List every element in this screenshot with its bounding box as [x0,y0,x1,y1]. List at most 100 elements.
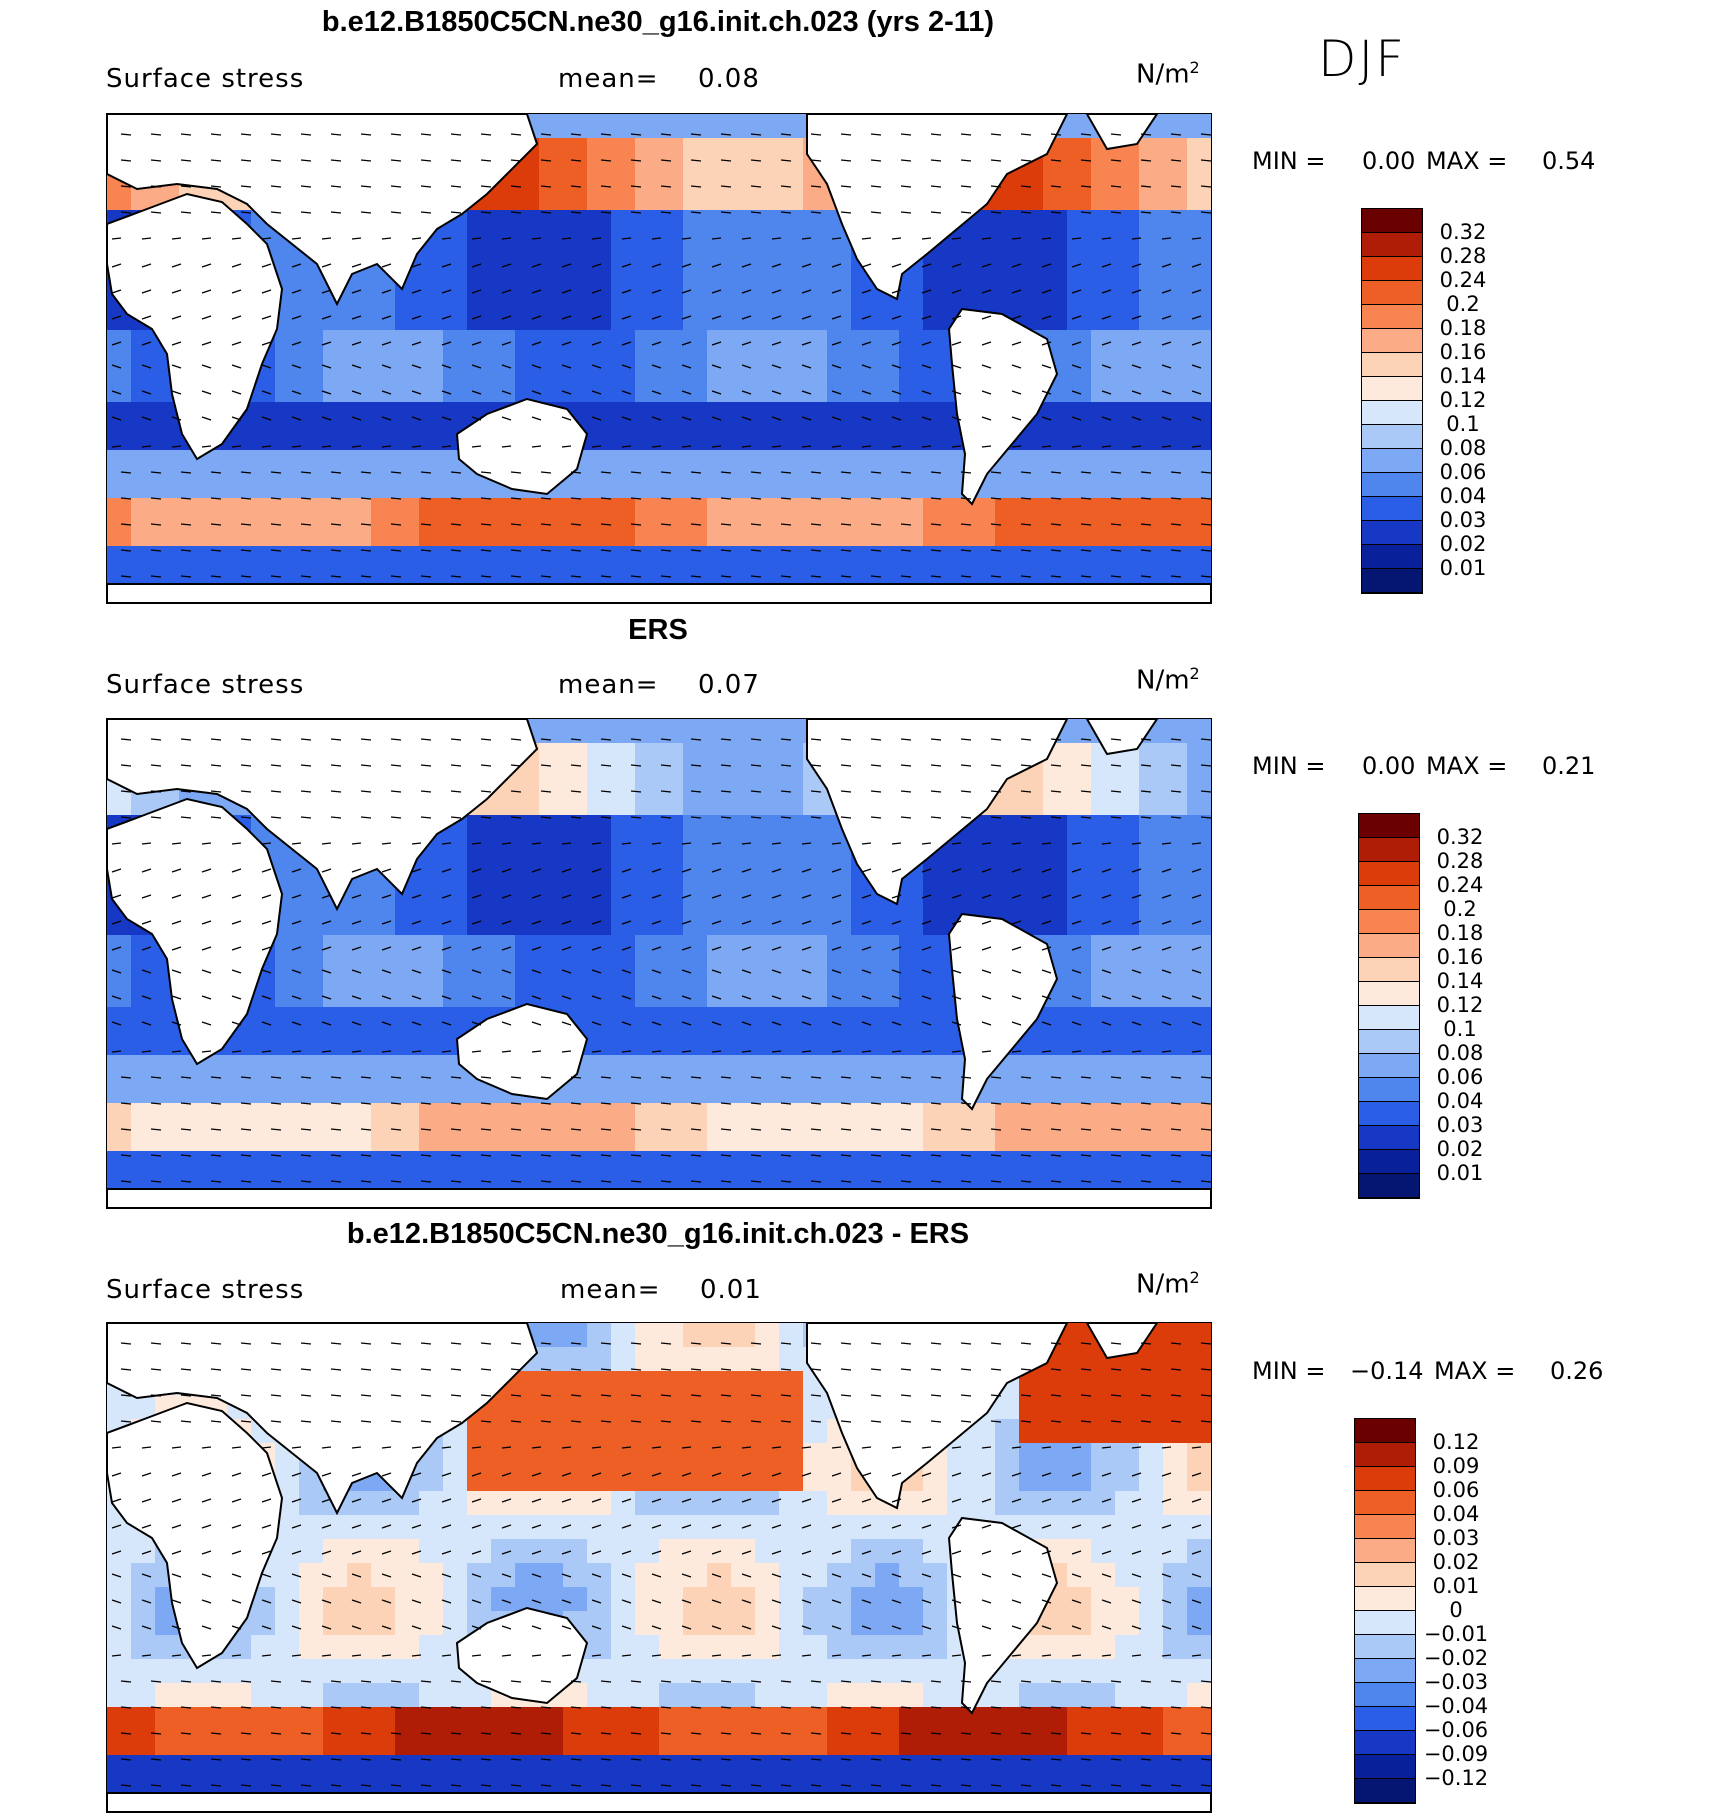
stress-vector [900,1680,912,1683]
field-cell [779,935,804,960]
field-cell [611,767,636,792]
stress-vector [270,1076,282,1079]
field-cell [1115,1079,1140,1104]
stress-vector [660,471,672,474]
stress-vector [561,1625,572,1630]
stress-vector [240,1394,252,1397]
stress-vector [750,764,762,767]
stress-vector [420,497,432,500]
stress-vector [1080,1732,1092,1735]
field-cell [299,911,324,936]
stress-vector [1200,1154,1211,1157]
field-cell [731,354,756,379]
field-cell [923,911,948,936]
stress-vector [450,738,462,741]
stress-vector [231,969,242,974]
stress-vector [180,1342,192,1345]
stress-vector [210,1732,222,1735]
colorbar-level-label: 0.01 [1436,1161,1484,1185]
field-cell [1115,1127,1140,1152]
field-cell [1091,378,1116,403]
field-cell [1187,959,1211,984]
stress-vector [681,842,692,845]
stress-vector [1080,185,1092,188]
field-cell [1163,378,1188,403]
field-cell [107,354,132,379]
stress-vector [1161,1625,1172,1630]
stress-vector [711,969,722,974]
stress-vector [951,289,962,294]
stress-vector [171,1498,182,1503]
stress-vector [231,1625,242,1630]
field-cell [995,887,1020,912]
stress-vector [900,1368,912,1371]
field-cell [1067,1515,1092,1540]
stress-vector [861,445,872,448]
field-cell [875,1515,900,1540]
stress-vector [660,549,672,552]
stress-vector [891,1654,902,1657]
stress-vector [390,211,402,214]
stress-vector [690,159,702,162]
field-cell [275,426,300,451]
field-cell [515,1491,540,1516]
field-cell [923,306,948,331]
field-cell [683,1127,708,1152]
field-cell [203,450,228,475]
field-cell [779,354,804,379]
stress-vector [321,1446,332,1449]
field-cell [107,1079,132,1104]
stress-vector [510,575,522,578]
stress-vector [1191,1550,1202,1555]
field-cell [1139,1103,1164,1128]
stress-vector [681,1498,692,1503]
stress-vector [180,549,192,552]
stress-vector [261,416,272,421]
stress-vector [810,1394,822,1397]
field-cell [779,498,804,523]
stress-vector [630,575,642,578]
field-cell [347,1491,372,1516]
field-cell [1091,1055,1116,1080]
stress-vector [1170,1154,1182,1157]
field-cell [467,983,492,1008]
stress-vector [450,159,462,162]
stress-vector [870,1102,882,1105]
stress-vector [441,1573,452,1578]
field-cell [515,1467,540,1492]
stress-vector [651,995,662,1000]
stress-vector [111,920,122,925]
field-cell [107,522,132,547]
field-cell [611,1103,636,1128]
field-cell [491,498,516,523]
stress-vector [621,1524,632,1529]
panel-3-title: b.e12.B1850C5CN.ne30_g16.init.ch.023 - E… [346,1218,970,1250]
stress-vector [210,1368,222,1371]
field-cell [515,234,540,259]
season-label: DJF [1318,30,1407,88]
stress-vector [690,738,702,741]
stress-vector [1170,575,1182,578]
field-cell [659,282,684,307]
stress-vector [750,159,762,162]
stress-vector [801,969,812,974]
stress-vector [621,842,632,845]
stress-vector [981,1524,992,1529]
stress-vector [360,1394,372,1397]
field-cell [923,1031,948,1056]
stress-vector [810,1342,822,1345]
stress-vector [111,1446,122,1449]
stress-vector [240,1784,252,1787]
field-cell [659,815,684,840]
stress-vector [510,1076,522,1079]
stress-vector [1140,1706,1152,1709]
field-cell [1187,402,1211,427]
field-cell [107,1635,132,1660]
field-cell [923,282,948,307]
stress-vector [741,1625,752,1630]
stress-vector [270,211,282,214]
stress-vector [831,946,842,951]
field-cell [803,1151,828,1176]
stress-vector [180,1102,192,1105]
stress-vector [390,790,402,793]
